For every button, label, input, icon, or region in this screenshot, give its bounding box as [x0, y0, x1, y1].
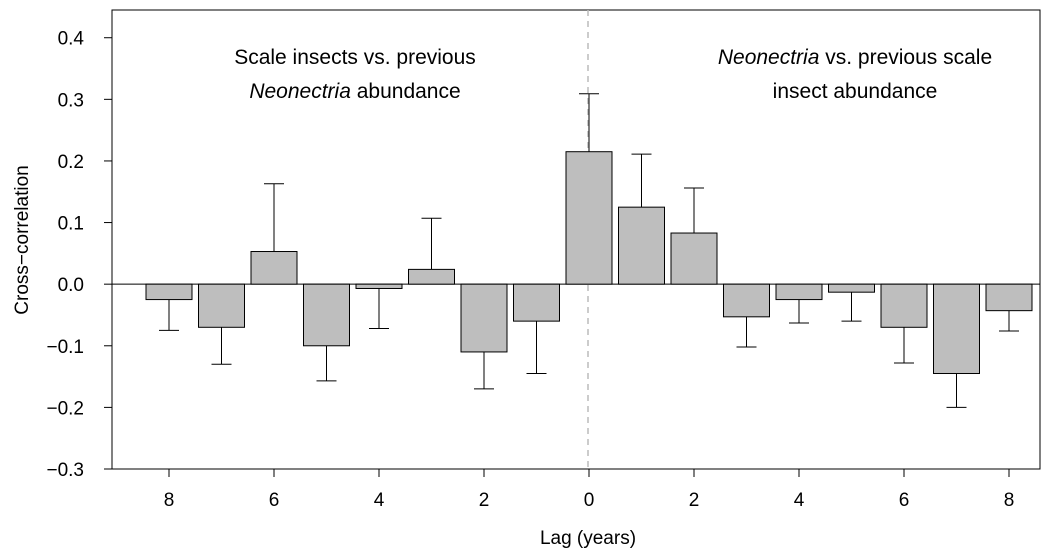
- annotation: insect abundance: [773, 80, 938, 103]
- bar: [355, 283, 403, 289]
- bar: [933, 283, 980, 375]
- annotation-part: insect abundance: [773, 80, 938, 103]
- error-bar: [211, 327, 232, 365]
- bar: [565, 151, 613, 285]
- y-axis-label: Cross−correlation: [12, 165, 33, 314]
- y-tick-label: 0.0: [58, 275, 84, 296]
- annotation: Neonectria abundance: [249, 80, 460, 103]
- bar: [723, 283, 770, 318]
- annotation-part: vs. previous scale: [819, 46, 992, 69]
- bar: [828, 283, 875, 293]
- error-bar: [736, 316, 757, 348]
- error-bar: [421, 217, 442, 270]
- error-bar: [841, 292, 862, 322]
- error-bar: [684, 187, 704, 234]
- error-bar: [526, 321, 547, 375]
- plot-frame: [111, 9, 1041, 470]
- annotation-part: Neonectria: [718, 46, 820, 69]
- y-tick-label: 0.2: [58, 152, 84, 173]
- error-bar: [999, 310, 1019, 332]
- x-tick-label: 0: [584, 490, 595, 511]
- error-bar: [316, 345, 337, 382]
- x-tick-label: 6: [269, 490, 280, 511]
- x-tick-label: 2: [479, 490, 490, 511]
- error-bar: [894, 327, 914, 364]
- annotation-part: abundance: [351, 80, 461, 103]
- x-tick-label: 8: [1004, 490, 1015, 511]
- bar: [145, 283, 193, 301]
- error-bar: [474, 351, 494, 390]
- bar: [670, 232, 718, 285]
- error-bar: [631, 153, 652, 208]
- error-bar: [789, 299, 809, 324]
- bar: [460, 283, 508, 353]
- x-tick-label: 8: [164, 490, 175, 511]
- error-bar: [579, 93, 599, 152]
- error-bar: [946, 373, 967, 408]
- x-tick-label: 2: [689, 490, 700, 511]
- error-bar: [159, 299, 179, 331]
- annotation-part: Scale insects vs. previous: [234, 46, 476, 69]
- y-tick-label: −0.3: [46, 460, 84, 481]
- bar: [985, 283, 1033, 312]
- bar: [775, 283, 823, 301]
- y-tick-label: 0.4: [58, 29, 85, 50]
- bar: [250, 251, 298, 285]
- bar: [880, 283, 928, 328]
- error-bar: [264, 183, 284, 252]
- annotation: Neonectria vs. previous scale: [718, 46, 992, 69]
- annotation: Scale insects vs. previous: [234, 46, 476, 69]
- bar: [513, 283, 560, 322]
- error-bar: [369, 288, 389, 330]
- x-tick-label: 6: [899, 490, 910, 511]
- bar: [408, 268, 455, 285]
- y-tick-label: 0.1: [58, 214, 84, 235]
- y-tick-label: 0.3: [58, 90, 84, 111]
- annotation-part: Neonectria: [249, 80, 351, 103]
- bar: [303, 283, 350, 347]
- bar: [618, 206, 665, 285]
- y-tick-label: −0.2: [46, 398, 84, 419]
- x-axis-label: Lag (years): [540, 528, 636, 549]
- bar: [198, 283, 245, 328]
- y-tick-label: −0.1: [46, 337, 84, 358]
- x-tick-label: 4: [374, 490, 385, 511]
- x-tick-label: 4: [794, 490, 805, 511]
